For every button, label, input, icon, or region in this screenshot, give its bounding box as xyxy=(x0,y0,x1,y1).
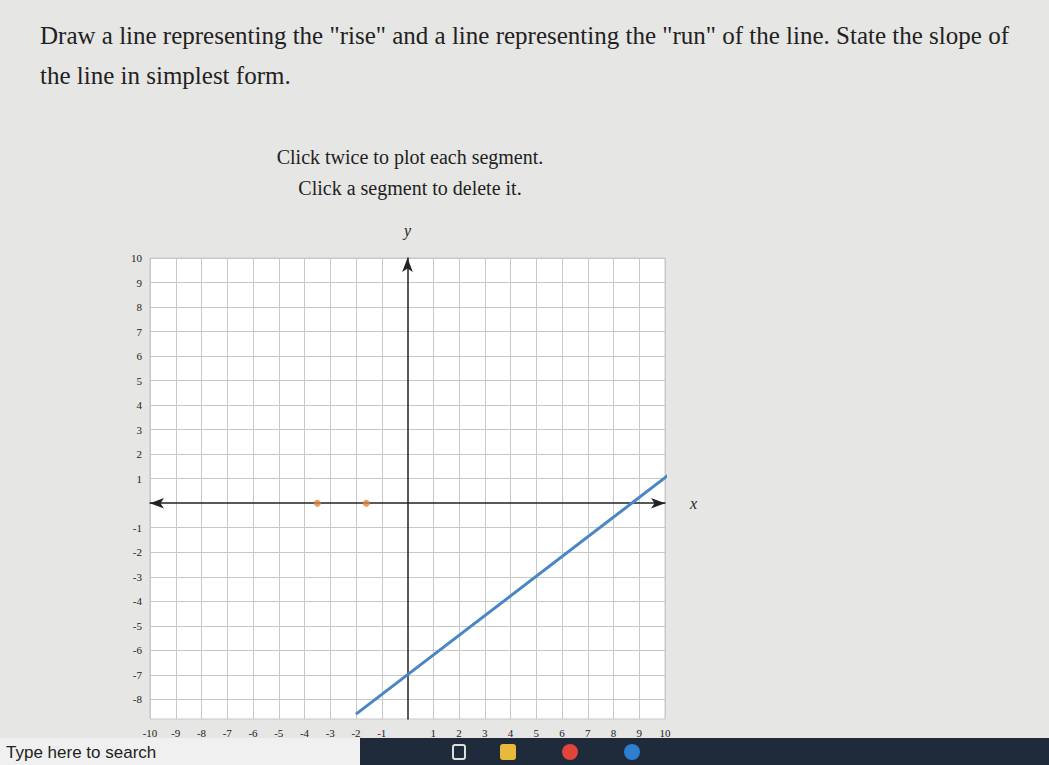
html-text:Click twice to plot each segme: Click twice to plot each segment. xyxy=(276,146,544,168)
svg-text:6: 6 xyxy=(137,350,143,362)
html-text:Type here to search: Type here to search xyxy=(6,743,157,762)
svg-text:2: 2 xyxy=(137,448,143,460)
svg-text:10: 10 xyxy=(131,252,143,264)
svg-text:-5: -5 xyxy=(274,727,284,739)
svg-text:-8: -8 xyxy=(133,693,143,705)
svg-text:7: 7 xyxy=(137,326,143,338)
svg-text:-9: -9 xyxy=(171,727,181,739)
svg-text:x: x xyxy=(689,495,697,512)
html-text:Draw a line representing the ": Draw a line representing the "rise" and … xyxy=(40,22,1009,89)
svg-text:y: y xyxy=(402,222,412,240)
svg-text:-6: -6 xyxy=(248,727,258,739)
svg-text:1: 1 xyxy=(137,473,143,485)
svg-text:3: 3 xyxy=(137,424,143,436)
svg-text:-6: -6 xyxy=(133,644,143,656)
svg-text:5: 5 xyxy=(137,375,143,387)
svg-text:-4: -4 xyxy=(300,727,310,739)
svg-text:-4: -4 xyxy=(133,595,143,607)
svg-text:7: 7 xyxy=(585,727,591,739)
svg-text:-8: -8 xyxy=(197,727,207,739)
svg-text:-5: -5 xyxy=(133,620,143,632)
svg-text:-10: -10 xyxy=(143,727,158,739)
svg-text:9: 9 xyxy=(137,277,143,289)
svg-text:-2: -2 xyxy=(133,546,142,558)
svg-text:4: 4 xyxy=(137,399,143,411)
svg-text:-2: -2 xyxy=(351,727,360,739)
svg-text:4: 4 xyxy=(508,727,514,739)
svg-text:-3: -3 xyxy=(133,571,143,583)
html-text:Click a segment to delete it.: Click a segment to delete it. xyxy=(298,177,522,199)
svg-text:3: 3 xyxy=(482,727,488,739)
svg-text:8: 8 xyxy=(137,301,143,313)
svg-text:5: 5 xyxy=(534,727,540,739)
svg-text:10: 10 xyxy=(660,727,672,739)
svg-text:-7: -7 xyxy=(223,727,233,739)
svg-text:8: 8 xyxy=(611,727,617,739)
svg-text:2: 2 xyxy=(456,727,462,739)
svg-text:-3: -3 xyxy=(326,727,336,739)
svg-text:-7: -7 xyxy=(133,669,143,681)
svg-text:1: 1 xyxy=(431,727,437,739)
svg-text:-1: -1 xyxy=(133,522,142,534)
svg-text:9: 9 xyxy=(637,727,643,739)
svg-text:6: 6 xyxy=(559,727,565,739)
svg-text:-1: -1 xyxy=(377,727,386,739)
